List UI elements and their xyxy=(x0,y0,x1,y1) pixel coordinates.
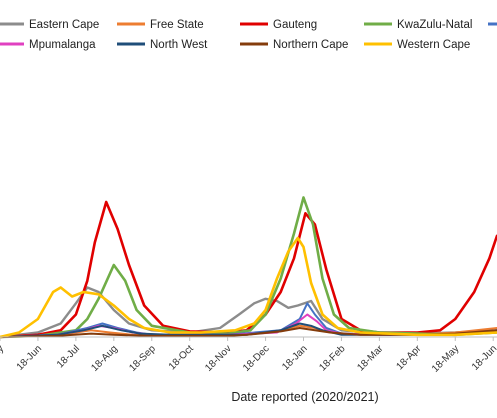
legend-label-free-state: Free State xyxy=(150,19,204,31)
series-line-gauteng xyxy=(0,200,497,339)
x-tick-label: 18-Sep xyxy=(127,343,158,374)
legend-label-eastern-cape: Eastern Cape xyxy=(29,19,99,31)
legend-item-kwazulu-natal: KwaZulu-Natal xyxy=(364,19,472,31)
legend-label-mpumalanga: Mpumalanga xyxy=(29,39,96,51)
x-tick-label: 18-Jan xyxy=(280,343,309,372)
legend-label-western-cape: Western Cape xyxy=(397,39,470,51)
x-tick-label: 18-Apr xyxy=(394,343,423,372)
legend: Eastern Cape Free State Gauteng KwaZulu-Nat… xyxy=(0,19,497,51)
x-tick-label: 18-Nov xyxy=(203,343,234,374)
x-tick-label: 18-May xyxy=(0,343,6,374)
legend-item-gauteng: Gauteng xyxy=(240,19,317,31)
x-tick-label: 18-Oct xyxy=(167,343,196,372)
legend-item-eastern-cape: Eastern Cape xyxy=(0,19,99,31)
legend-item-western-cape: Western Cape xyxy=(364,39,470,51)
series-line-western-cape xyxy=(0,236,497,339)
plot-area xyxy=(0,196,497,339)
x-tick-label: 18-Jul xyxy=(55,343,82,370)
legend-label-northern-cape: Northern Cape xyxy=(273,39,348,51)
x-tick-label: 18-Jun xyxy=(15,343,44,372)
legend-item-north-west: North West xyxy=(117,39,208,51)
x-axis-ticks: 18-May 18-Jun 18-Jul 18-Aug 18-Sep 18-Oct 18-N… xyxy=(0,337,497,375)
legend-label-kwazulu-natal: KwaZulu-Natal xyxy=(397,19,472,31)
legend-item-limpopo: Limpopo xyxy=(488,22,497,26)
x-tick-label: 18-May xyxy=(430,343,461,374)
x-tick-label: 18-Mar xyxy=(355,343,386,374)
x-tick-label: 18-Dec xyxy=(241,343,272,374)
x-tick-label: 18-Feb xyxy=(317,343,347,373)
legend-label-gauteng: Gauteng xyxy=(273,19,317,31)
legend-item-northern-cape: Northern Cape xyxy=(240,39,348,51)
legend-label-north-west: North West xyxy=(150,39,208,51)
x-axis-label: Date reported (2020/2021) xyxy=(231,390,378,404)
x-tick-label: 18-Jun xyxy=(470,343,497,372)
legend-item-free-state: Free State xyxy=(117,19,204,31)
series-line-kwazulu-natal xyxy=(0,196,497,339)
x-tick-label: 18-Aug xyxy=(89,343,120,374)
legend-item-mpumalanga: Mpumalanga xyxy=(0,39,96,51)
